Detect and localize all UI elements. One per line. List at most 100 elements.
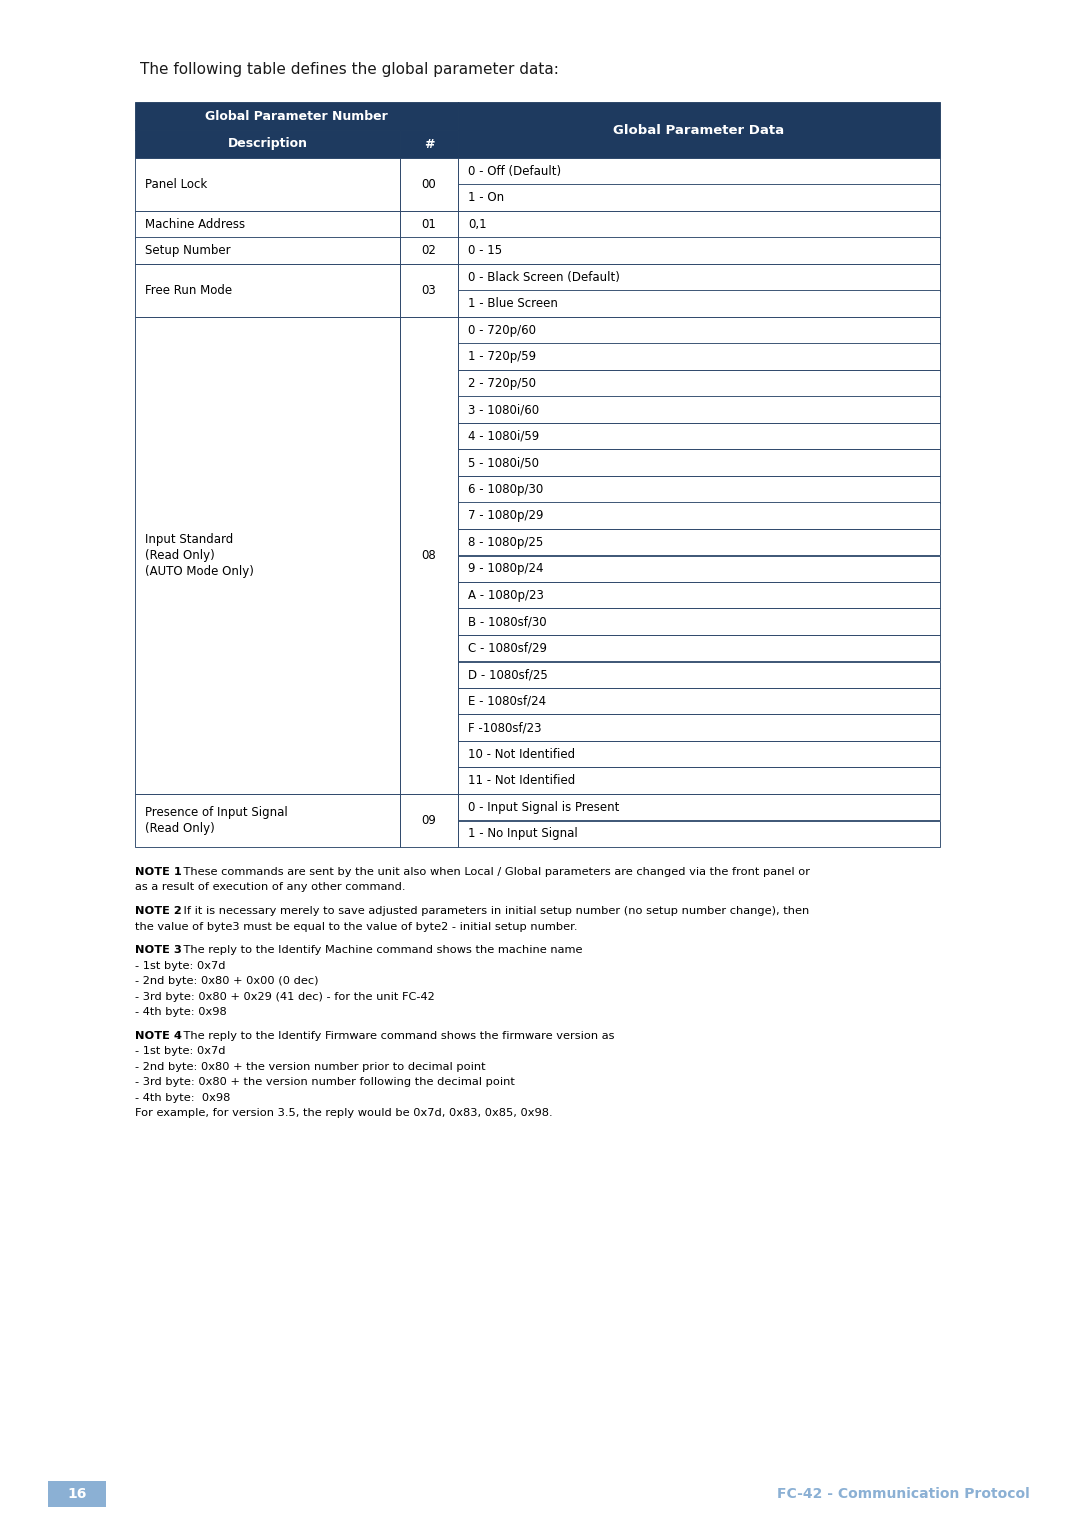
Bar bbox=[135, 237, 400, 264]
Text: - 3rd byte: 0x80 + 0x29 (41 dec) - for the unit FC-42: - 3rd byte: 0x80 + 0x29 (41 dec) - for t… bbox=[135, 991, 435, 1002]
Bar bbox=[458, 264, 940, 291]
Bar bbox=[458, 794, 940, 821]
Bar bbox=[458, 476, 940, 502]
Text: 0 - 15: 0 - 15 bbox=[468, 244, 502, 257]
Bar bbox=[458, 184, 940, 211]
Bar bbox=[458, 502, 940, 529]
Bar bbox=[458, 529, 940, 556]
Bar bbox=[458, 317, 940, 343]
Text: - 1st byte: 0x7d: - 1st byte: 0x7d bbox=[135, 1046, 226, 1056]
Text: 2 - 720p/50: 2 - 720p/50 bbox=[468, 377, 536, 389]
Text: as a result of execution of any other command.: as a result of execution of any other co… bbox=[135, 882, 405, 893]
Text: 0 - Input Signal is Present: 0 - Input Signal is Present bbox=[468, 801, 619, 813]
Bar bbox=[458, 237, 940, 264]
Bar bbox=[400, 794, 458, 847]
Text: 4 - 1080i/59: 4 - 1080i/59 bbox=[468, 430, 539, 443]
Text: F -1080sf/23: F -1080sf/23 bbox=[468, 722, 541, 734]
Text: 09: 09 bbox=[421, 813, 436, 827]
Text: Global Parameter Data: Global Parameter Data bbox=[613, 124, 784, 136]
Bar bbox=[400, 158, 458, 211]
Text: C - 1080sf/29: C - 1080sf/29 bbox=[468, 642, 546, 654]
Bar bbox=[458, 158, 940, 184]
Text: : The reply to the Identify Firmware command shows the firmware version as: : The reply to the Identify Firmware com… bbox=[176, 1031, 615, 1040]
Bar bbox=[135, 103, 458, 130]
Text: 16: 16 bbox=[67, 1488, 86, 1501]
Text: For example, for version 3.5, the reply would be 0x7d, 0x83, 0x85, 0x98.: For example, for version 3.5, the reply … bbox=[135, 1108, 553, 1118]
Bar bbox=[48, 1481, 106, 1507]
Bar bbox=[458, 582, 940, 608]
Text: Machine Address: Machine Address bbox=[145, 218, 245, 231]
Text: (Read Only): (Read Only) bbox=[145, 821, 215, 835]
Text: - 4th byte: 0x98: - 4th byte: 0x98 bbox=[135, 1007, 227, 1017]
Text: D - 1080sf/25: D - 1080sf/25 bbox=[468, 668, 548, 682]
Text: NOTE 3: NOTE 3 bbox=[135, 945, 181, 954]
Text: (AUTO Mode Only): (AUTO Mode Only) bbox=[145, 564, 254, 578]
Text: NOTE 1: NOTE 1 bbox=[135, 867, 181, 876]
Text: 0 - Black Screen (Default): 0 - Black Screen (Default) bbox=[468, 271, 620, 283]
Text: Description: Description bbox=[228, 138, 308, 150]
Bar bbox=[400, 211, 458, 237]
Text: : If it is necessary merely to save adjusted parameters in initial setup number : : If it is necessary merely to save adju… bbox=[176, 905, 809, 916]
Text: #: # bbox=[423, 138, 434, 150]
Text: 08: 08 bbox=[421, 548, 436, 562]
Bar bbox=[458, 449, 940, 476]
Bar bbox=[458, 741, 940, 768]
Text: 1 - On: 1 - On bbox=[468, 192, 504, 204]
Bar bbox=[458, 371, 940, 397]
Bar bbox=[458, 634, 940, 662]
Text: 10 - Not Identified: 10 - Not Identified bbox=[468, 748, 576, 761]
Text: 01: 01 bbox=[421, 218, 436, 231]
Text: 5 - 1080i/50: 5 - 1080i/50 bbox=[468, 457, 539, 469]
Bar bbox=[458, 211, 940, 237]
Text: Panel Lock: Panel Lock bbox=[145, 178, 207, 192]
Text: 8 - 1080p/25: 8 - 1080p/25 bbox=[468, 536, 543, 548]
Bar bbox=[400, 237, 458, 264]
Text: - 2nd byte: 0x80 + the version number prior to decimal point: - 2nd byte: 0x80 + the version number pr… bbox=[135, 1062, 486, 1071]
Bar bbox=[135, 211, 400, 237]
Text: Setup Number: Setup Number bbox=[145, 244, 231, 257]
Text: (Read Only): (Read Only) bbox=[145, 548, 215, 562]
Text: 7 - 1080p/29: 7 - 1080p/29 bbox=[468, 509, 543, 522]
Text: E - 1080sf/24: E - 1080sf/24 bbox=[468, 694, 546, 708]
Bar bbox=[458, 343, 940, 371]
Text: 0 - 720p/60: 0 - 720p/60 bbox=[468, 323, 536, 337]
Text: B - 1080sf/30: B - 1080sf/30 bbox=[468, 616, 546, 628]
Bar bbox=[135, 264, 400, 317]
Bar bbox=[135, 317, 400, 794]
Text: Global Parameter Number: Global Parameter Number bbox=[205, 109, 388, 123]
Bar bbox=[400, 264, 458, 317]
Bar bbox=[458, 662, 940, 688]
Text: 03: 03 bbox=[421, 283, 436, 297]
Text: - 3rd byte: 0x80 + the version number following the decimal point: - 3rd byte: 0x80 + the version number fo… bbox=[135, 1077, 515, 1088]
Text: Input Standard: Input Standard bbox=[145, 533, 233, 547]
Text: 6 - 1080p/30: 6 - 1080p/30 bbox=[468, 483, 543, 496]
Bar bbox=[458, 291, 940, 317]
Text: NOTE 4: NOTE 4 bbox=[135, 1031, 181, 1040]
Text: NOTE 2: NOTE 2 bbox=[135, 905, 181, 916]
Text: Presence of Input Signal: Presence of Input Signal bbox=[145, 806, 287, 820]
Bar bbox=[458, 821, 940, 847]
Bar bbox=[458, 423, 940, 449]
Text: 1 - No Input Signal: 1 - No Input Signal bbox=[468, 827, 578, 840]
Text: 00: 00 bbox=[421, 178, 436, 192]
Text: the value of byte3 must be equal to the value of byte2 - initial setup number.: the value of byte3 must be equal to the … bbox=[135, 922, 578, 931]
Text: Free Run Mode: Free Run Mode bbox=[145, 283, 232, 297]
Bar bbox=[458, 103, 940, 158]
Text: A - 1080p/23: A - 1080p/23 bbox=[468, 588, 544, 602]
Bar bbox=[400, 130, 458, 158]
Text: 9 - 1080p/24: 9 - 1080p/24 bbox=[468, 562, 543, 574]
Text: The following table defines the global parameter data:: The following table defines the global p… bbox=[140, 61, 558, 77]
Bar bbox=[135, 130, 400, 158]
Text: 0,1: 0,1 bbox=[468, 218, 487, 231]
Text: 0 - Off (Default): 0 - Off (Default) bbox=[468, 165, 562, 178]
Bar bbox=[458, 714, 940, 741]
Text: - 4th byte:  0x98: - 4th byte: 0x98 bbox=[135, 1092, 230, 1103]
Bar bbox=[458, 768, 940, 794]
Bar bbox=[135, 158, 400, 211]
Bar bbox=[400, 317, 458, 794]
Text: 11 - Not Identified: 11 - Not Identified bbox=[468, 774, 576, 787]
Text: 1 - 720p/59: 1 - 720p/59 bbox=[468, 351, 536, 363]
Bar bbox=[458, 397, 940, 423]
Text: - 2nd byte: 0x80 + 0x00 (0 dec): - 2nd byte: 0x80 + 0x00 (0 dec) bbox=[135, 976, 319, 987]
Bar bbox=[135, 794, 400, 847]
